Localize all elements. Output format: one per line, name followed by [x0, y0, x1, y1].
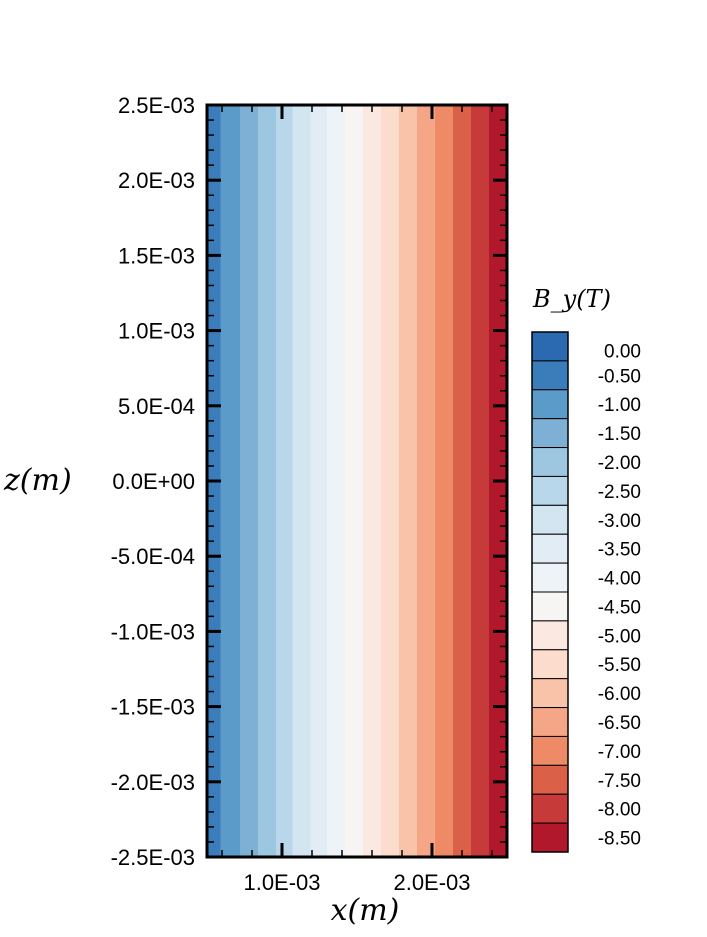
colorbar-swatch: [531, 822, 569, 853]
y-tick-label: -2.0E-03: [111, 770, 195, 795]
colorbar-level-label: -1.50: [598, 424, 641, 445]
colorbar-level-label: -6.00: [598, 684, 641, 705]
colorbar-swatch: [531, 678, 569, 709]
colorbar-swatch: [531, 649, 569, 680]
contour-band: [381, 105, 400, 857]
colorbar-swatch: [531, 360, 569, 391]
colorbar-swatch: [531, 389, 569, 420]
y-tick-label: -1.5E-03: [111, 695, 195, 720]
contour-band: [220, 105, 241, 857]
colorbar-level-label: -8.50: [598, 829, 641, 850]
y-tick-label: 2.5E-03: [118, 93, 195, 118]
x-tick-label: 2.0E-03: [393, 870, 470, 895]
colorbar-level-label: -5.50: [598, 655, 641, 676]
colorbar-level-label: 0.00: [604, 341, 641, 362]
contour-band: [240, 105, 259, 857]
major-ticks: [207, 103, 507, 859]
y-tick-label: -1.0E-03: [111, 619, 195, 644]
colorbar-level-label: -3.50: [598, 540, 641, 561]
colorbar-level-label: -4.50: [598, 597, 641, 618]
x-tick-label: 1.0E-03: [243, 870, 320, 895]
colorbar-level-label: -2.00: [598, 453, 641, 474]
y-tick-label: 2.0E-03: [118, 168, 195, 193]
contour-band: [292, 105, 312, 857]
colorbar-level-label: -7.00: [598, 742, 641, 763]
colorbar-swatch: [531, 764, 569, 795]
colorbar-swatch: [531, 562, 569, 593]
colorbar-swatch: [531, 447, 569, 477]
colorbar-level-label: -3.00: [598, 511, 641, 532]
colorbar-level-label: -6.50: [598, 713, 641, 734]
contour-band: [258, 105, 277, 857]
contour-band: [435, 105, 454, 857]
y-tick-label: 0.0E+00: [112, 469, 195, 494]
x-axis-title: x(m): [331, 893, 400, 928]
colorbar: 0.00 -0.50 -1.00 -1.50 -2.00 -2.50 -3.00 -3.50 -…: [531, 331, 641, 853]
colorbar-level-label: -8.00: [598, 800, 641, 821]
colorbar-title: B_y(T): [532, 285, 611, 313]
colorbar-swatch: [531, 793, 569, 824]
y-tick-label: -5.0E-04: [111, 544, 195, 569]
colorbar-swatch: [531, 620, 569, 651]
colorbar-swatch: [531, 735, 569, 766]
contour-band: [363, 105, 382, 857]
contour-band: [310, 105, 328, 857]
colorbar-level-label: -7.50: [598, 771, 641, 792]
contour-band: [417, 105, 436, 857]
colorbar-swatch: [531, 475, 569, 506]
y-tick-label: 1.5E-03: [118, 243, 195, 268]
y-tick-label: 1.0E-03: [118, 319, 195, 344]
contour-band: [327, 105, 346, 857]
colorbar-level-label: -0.50: [598, 366, 641, 387]
colorbar-level-label: -5.00: [598, 626, 641, 647]
colorbar-swatch: [531, 418, 569, 449]
y-tick-labels: 2.5E-03 2.0E-03 1.5E-03 1.0E-03 5.0E-04 0.0E+…: [111, 93, 195, 870]
colorbar-level-label: -1.00: [598, 395, 641, 416]
contour-band: [345, 105, 364, 857]
x-tick-labels: 1.0E-03 2.0E-03: [243, 870, 470, 895]
contour-bands: [207, 105, 508, 857]
colorbar-level-label: -2.50: [598, 482, 641, 503]
colorbar-swatch: [531, 504, 569, 535]
colorbar-swatch: [531, 331, 569, 362]
colorbar-swatch: [531, 591, 569, 622]
colorbar-level-label: -4.00: [598, 569, 641, 590]
colorbar-swatch: [531, 533, 569, 564]
y-tick-label: -2.5E-03: [111, 845, 195, 870]
colorbar-frame: [531, 331, 569, 853]
contour-band: [399, 105, 418, 857]
contour-band: [276, 105, 294, 857]
plot-frame: [205, 103, 509, 859]
contour-band: [453, 105, 472, 857]
y-axis-title: z(m): [3, 463, 72, 498]
contour-band: [471, 105, 490, 857]
colorbar-swatch: [531, 707, 569, 737]
y-tick-label: 5.0E-04: [118, 394, 195, 419]
